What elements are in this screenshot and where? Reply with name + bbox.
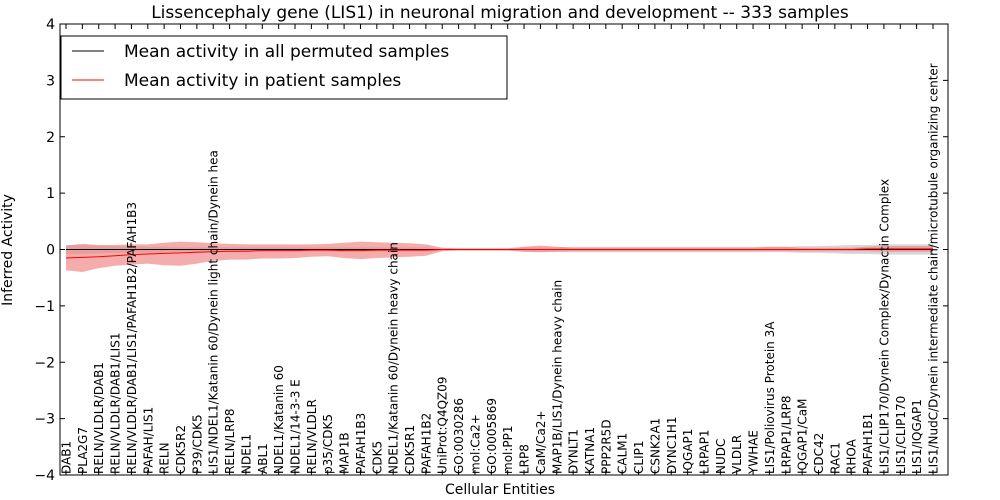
y-tick-label: 2 xyxy=(46,130,55,146)
x-tick-label: GO:0030286 xyxy=(452,398,466,474)
x-tick-label: CDK5R2 xyxy=(174,425,188,474)
x-tick-label: mol:PP1 xyxy=(501,425,515,474)
series-lines xyxy=(65,248,933,259)
x-tick-label: PAFAH1B2 xyxy=(419,413,433,474)
y-tick-label: −2 xyxy=(34,355,55,371)
x-tick-label: UniProt:Q4QZ09 xyxy=(436,376,450,474)
x-tick-label: CSNK2A1 xyxy=(648,418,662,474)
y-tick-label: −3 xyxy=(34,412,55,428)
x-tick-label: LRPAP1/LRP8 xyxy=(779,395,793,474)
x-tick-label: LIS1/CLIP170 xyxy=(894,396,908,474)
y-axis-label: Inferred Activity xyxy=(0,194,16,306)
x-tick-label: PPP2R5D xyxy=(599,419,613,474)
x-tick-label: RELN/VLDLR/DAB1/LIS1 xyxy=(109,333,123,474)
x-tick-label: LIS1/CLIP170/Dynein Complex/Dynactin Com… xyxy=(877,179,891,474)
x-tick-label: ABL1 xyxy=(256,443,270,474)
x-tick-label: p35/CDK5 xyxy=(321,414,335,474)
x-tick-label: LRPAP1 xyxy=(698,429,712,474)
x-tick-label: PLA2G7 xyxy=(76,427,90,474)
x-tick-label: LIS1/Poliovirus Protein 3A xyxy=(763,321,777,474)
x-tick-label: DAB1 xyxy=(60,441,74,474)
x-tick-label: CDK5 xyxy=(370,441,384,474)
x-ticks xyxy=(65,24,934,475)
x-tick-label: YWHAE xyxy=(747,430,761,475)
x-tick-label: NUDC xyxy=(714,439,728,474)
x-tick-label: MAP1B/LIS1/Dynein heavy chain xyxy=(550,280,564,474)
x-tick-label: mol:Ca2+ xyxy=(469,414,483,474)
x-tick-label: P39/CDK5 xyxy=(190,414,204,474)
x-tick-label: RELN xyxy=(158,442,172,474)
x-tick-label: RELN/VLDLR xyxy=(305,399,319,474)
error-bands xyxy=(66,241,933,272)
x-tick-labels: DAB1 PLA2G7 RELN/VLDLR/DAB1 RELN/VLDLR/DAB1… xyxy=(60,63,941,475)
x-tick-label: RELN/VLDLR/DAB1/LIS1/PAFAH1B2/PAFAH1B3 xyxy=(125,202,139,474)
plot-frame xyxy=(59,23,949,476)
x-tick-label: CALM1 xyxy=(616,433,630,474)
legend-box xyxy=(60,35,508,100)
legend: Mean activity in all permuted samples Me… xyxy=(60,35,508,100)
y-tick-label: 0 xyxy=(46,243,55,259)
x-tick-label: CLIP1 xyxy=(632,441,646,474)
y-tick-label: 1 xyxy=(46,186,55,202)
x-tick-label: CaM/Ca2+ xyxy=(534,410,548,474)
x-tick-label: RAC1 xyxy=(828,442,842,474)
x-tick-label: NDEL1/Katanin 60 xyxy=(272,365,286,474)
line-series-1 xyxy=(65,248,933,259)
y-tick-label: −1 xyxy=(34,299,55,315)
y-tick-label: −4 xyxy=(34,468,55,484)
x-tick-label: KATNA1 xyxy=(583,427,597,474)
y-ticks: −4 −3 −2 −1 0 1 2 3 4 xyxy=(34,17,948,484)
x-tick-label: DYNC1H1 xyxy=(665,416,679,474)
x-tick-label: LIS1/NudC/Dynein intermediate chain/micr… xyxy=(927,63,941,474)
x-tick-label: RELN/LRP8 xyxy=(223,408,237,474)
chart-title: Lissencephaly gene (LIS1) in neuronal mi… xyxy=(151,3,849,23)
x-axis-label: Cellular Entities xyxy=(445,482,555,498)
x-tick-label: NDEL1/14-3-3 E xyxy=(289,379,303,474)
x-tick-label: CDC42 xyxy=(812,433,826,474)
x-tick-label: RHOA xyxy=(845,438,859,474)
x-tick-label: PAFAH1B1 xyxy=(861,413,875,474)
legend-label-patient: Mean activity in patient samples xyxy=(124,71,401,91)
x-tick-label: DYNLT1 xyxy=(567,429,581,474)
x-tick-label: LRP8 xyxy=(518,444,532,474)
x-tick-label: IQGAP1/CaM xyxy=(796,399,810,475)
x-tick-label: MAP1B xyxy=(338,432,352,474)
x-tick-label: IQGAP1 xyxy=(681,429,695,474)
x-tick-label: PAFAH/LIS1 xyxy=(141,407,155,474)
x-tick-label: LIS1/IQGAP1 xyxy=(910,399,924,474)
x-tick-label: PAFAH1B3 xyxy=(354,413,368,474)
x-tick-label: GO:0005869 xyxy=(485,398,499,474)
y-tick-label: 4 xyxy=(46,17,55,33)
y-tick-label: 3 xyxy=(46,73,55,89)
x-tick-label: NDEL1 xyxy=(239,434,253,474)
x-tick-label: RELN/VLDLR/DAB1 xyxy=(92,362,106,474)
x-tick-label: VLDLR xyxy=(730,435,744,474)
x-tick-label: CDK5R1 xyxy=(403,425,417,474)
x-tick-label: NDEL1/Katanin 60/Dynein heavy chain xyxy=(387,242,401,474)
legend-label-permuted: Mean activity in all permuted samples xyxy=(124,42,449,62)
x-tick-label: LIS1/NDEL1/Katanin 60/Dynein light chain… xyxy=(207,150,221,474)
